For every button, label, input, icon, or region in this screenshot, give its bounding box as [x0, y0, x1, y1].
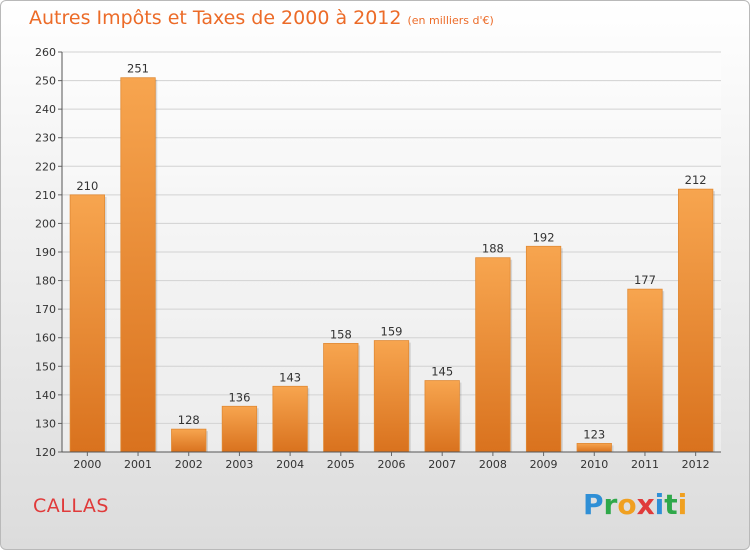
data-label: 143	[279, 370, 301, 384]
data-label: 123	[583, 427, 605, 441]
y-tick-label: 120	[35, 446, 56, 459]
bar-2008	[475, 257, 511, 453]
bar-2007	[424, 380, 460, 453]
y-axis: 120 130 140 150 160 170 180 190 200 210 220 230 240 2…	[35, 46, 63, 459]
proxiti-logo: Proxiti	[583, 488, 688, 521]
commune-name: CALLAS	[33, 495, 109, 517]
x-tick-label: 2012	[682, 458, 710, 471]
chart-subtitle: (en milliers d'€)	[407, 14, 494, 27]
x-tick-label: 2009	[530, 458, 558, 471]
data-label: 136	[228, 390, 250, 404]
y-tick-label: 140	[35, 389, 56, 402]
y-tick-label: 180	[35, 275, 56, 288]
bar-2004	[272, 385, 308, 453]
x-tick-label: 2005	[327, 458, 355, 471]
data-label: 212	[685, 173, 707, 187]
bar-2012	[678, 188, 714, 453]
data-label: 188	[482, 242, 504, 256]
data-label: 159	[381, 325, 403, 339]
data-label: 192	[533, 230, 555, 244]
bar-2009	[525, 245, 562, 453]
y-tick-label: 220	[35, 160, 56, 173]
y-tick-label: 160	[35, 332, 56, 345]
y-tick-label: 200	[35, 217, 56, 230]
x-axis: 2000 2001 2002 2003 2004 2005 2006 2007 2008 2009…	[62, 451, 721, 471]
x-tick-label: 2007	[428, 458, 456, 471]
x-tick-label: 2006	[378, 458, 406, 471]
bar-2005	[323, 343, 359, 453]
x-tick-label: 2004	[276, 458, 304, 471]
data-label: 210	[76, 179, 98, 193]
bar-2001	[120, 77, 156, 453]
chart-title: Autres Impôts et Taxes de 2000 à 2012 (en…	[29, 7, 494, 29]
bar-2000	[69, 194, 105, 453]
y-tick-label: 150	[35, 360, 56, 373]
bar-2011	[627, 288, 663, 453]
data-label: 128	[178, 413, 200, 427]
x-tick-label: 2002	[175, 458, 203, 471]
data-label: 177	[634, 273, 656, 287]
y-tick-label: 230	[35, 132, 56, 145]
bars: 210 251 128 136 143 158 159 145 188 192 123 177 212	[69, 62, 715, 453]
y-tick-label: 190	[35, 246, 56, 259]
bar-2010	[576, 443, 612, 453]
chart-title-text: Autres Impôts et Taxes de 2000 à 2012	[29, 7, 402, 29]
y-tick-label: 130	[35, 417, 56, 430]
data-label: 158	[330, 327, 352, 341]
bar-2002	[171, 428, 207, 453]
data-label: 145	[431, 365, 453, 379]
data-label: 251	[127, 62, 149, 76]
y-tick-label: 250	[35, 75, 56, 88]
x-tick-label: 2000	[73, 458, 101, 471]
y-tick-label: 210	[35, 189, 56, 202]
y-tick-label: 260	[35, 46, 56, 59]
y-tick-label: 240	[35, 103, 56, 116]
y-tick-label: 170	[35, 303, 56, 316]
bar-2006	[373, 340, 410, 453]
x-tick-label: 2008	[479, 458, 507, 471]
bar-2003	[221, 405, 258, 453]
x-tick-label: 2003	[225, 458, 253, 471]
x-tick-label: 2001	[124, 458, 152, 471]
x-tick-label: 2010	[580, 458, 608, 471]
x-tick-label: 2011	[631, 458, 659, 471]
